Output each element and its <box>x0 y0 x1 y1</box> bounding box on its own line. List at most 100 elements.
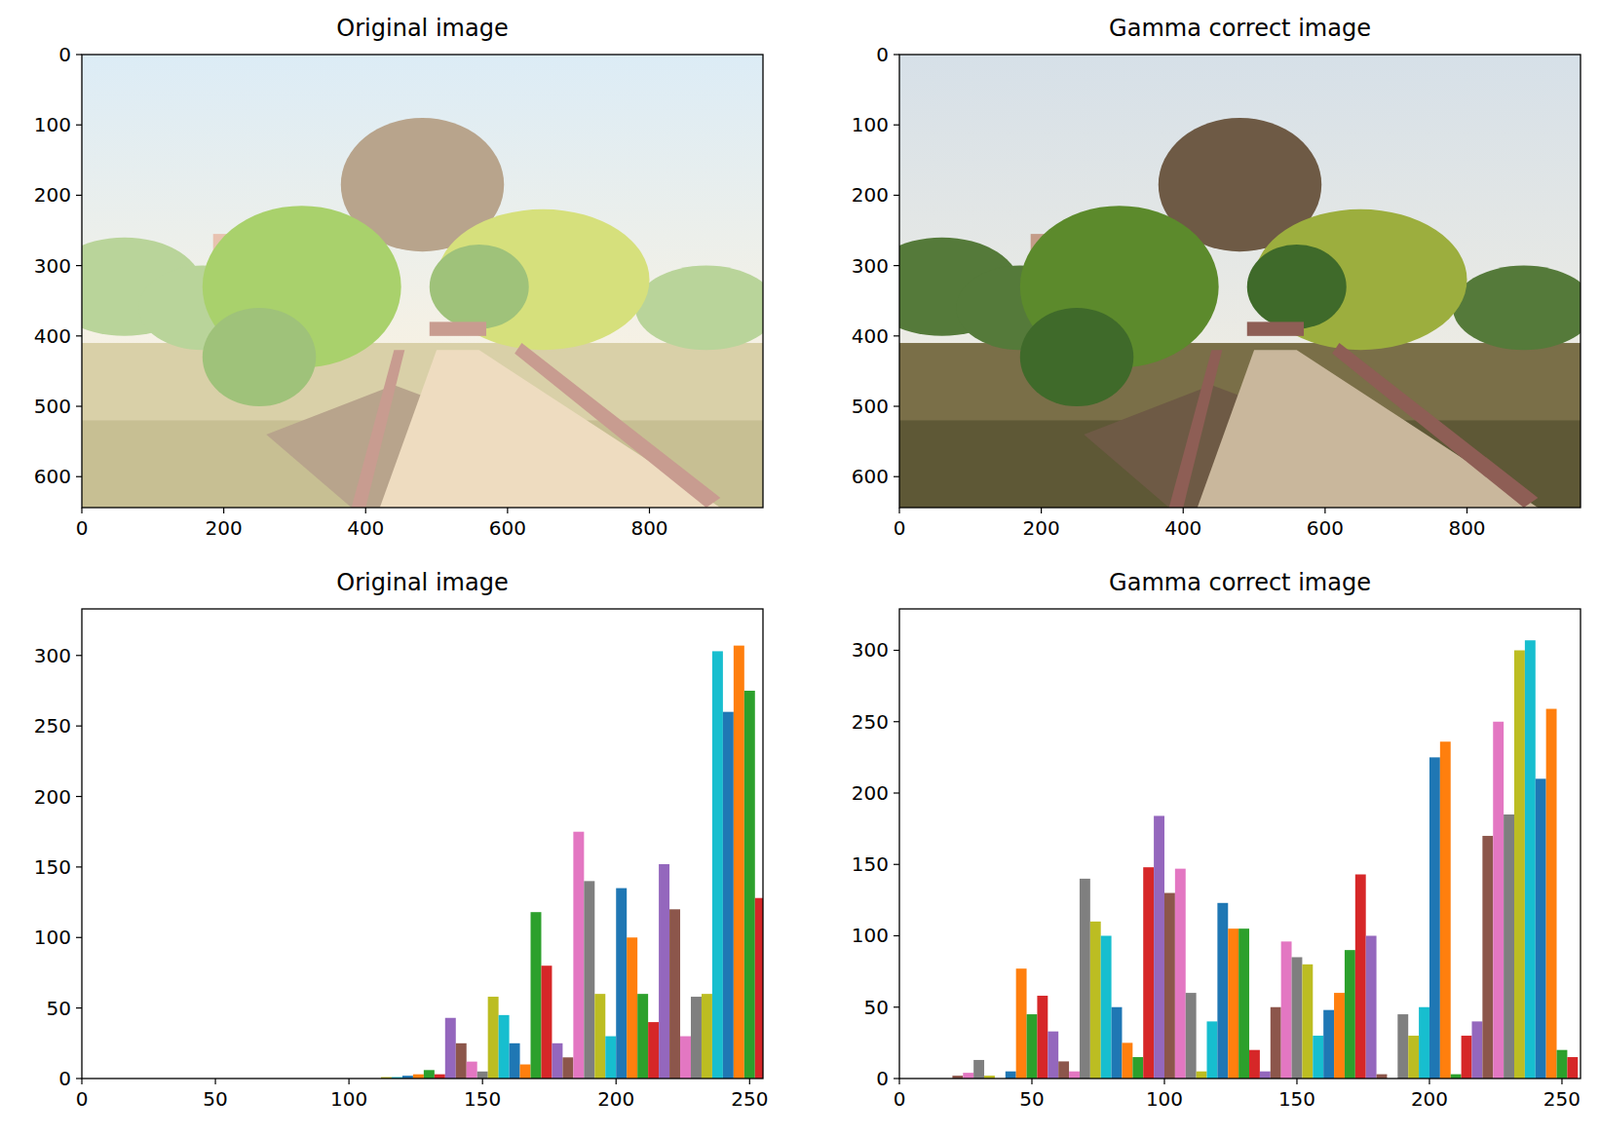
histogram-bar <box>1418 1007 1430 1079</box>
histogram-bar <box>1175 869 1186 1079</box>
histogram-bar <box>520 1065 532 1079</box>
histogram-bar <box>1312 1035 1324 1079</box>
histogram-bar <box>1270 1007 1282 1079</box>
y-tick-label: 0 <box>58 42 72 67</box>
histogram-bar <box>1217 903 1228 1079</box>
histogram-bar <box>1164 893 1176 1079</box>
histogram-bar <box>488 996 499 1079</box>
y-tick <box>76 866 82 868</box>
x-tick-label: 400 <box>1164 516 1202 540</box>
histogram-bar <box>647 1022 659 1079</box>
y-tick-label: 300 <box>851 254 889 278</box>
x-tick <box>898 1078 900 1085</box>
y-tick-label: 0 <box>58 1066 72 1091</box>
y-tick-label: 500 <box>34 394 72 419</box>
y-tick-label: 600 <box>851 464 889 489</box>
histogram-bar <box>1153 815 1165 1079</box>
plot-area <box>899 54 1581 508</box>
histogram-bar <box>637 993 648 1079</box>
histogram-bar <box>1514 649 1525 1079</box>
y-tick-label: 100 <box>851 923 889 948</box>
plot-area <box>81 54 763 508</box>
histogram-bar <box>615 888 627 1079</box>
x-tick-label: 200 <box>205 516 243 540</box>
x-tick <box>80 1078 82 1085</box>
histogram-bar <box>1344 950 1356 1079</box>
histogram-bar <box>1471 1021 1483 1079</box>
railing <box>1169 349 1223 508</box>
histogram-bar <box>733 646 745 1079</box>
histogram-bar <box>1249 1050 1260 1079</box>
histogram-bar <box>1482 836 1493 1079</box>
y-tick-label: 200 <box>34 183 72 207</box>
y-tick-label: 100 <box>851 113 889 137</box>
x-tick <box>1182 507 1184 514</box>
x-tick-label: 100 <box>330 1087 368 1111</box>
y-tick-label: 150 <box>34 855 72 879</box>
y-tick <box>76 937 82 939</box>
histogram-bar <box>1366 935 1377 1079</box>
plot-area <box>380 646 763 1079</box>
x-tick-label: 250 <box>730 1087 768 1111</box>
x-tick <box>898 507 900 514</box>
x-tick-label: 0 <box>76 516 89 540</box>
histogram-bar <box>1461 1035 1473 1079</box>
histogram-bar <box>701 993 713 1079</box>
histogram-bar <box>572 832 584 1079</box>
tree-middle <box>429 244 530 330</box>
y-tick <box>893 935 900 937</box>
y-tick <box>76 654 82 656</box>
histogram-bar <box>1196 1071 1208 1079</box>
histogram-bar <box>1238 928 1250 1079</box>
histogram-bar <box>1207 1021 1219 1079</box>
chart-title: Gamma correct image <box>1108 14 1372 42</box>
pavilion <box>429 321 487 336</box>
y-tick-label: 300 <box>851 638 889 662</box>
x-tick-label: 200 <box>1410 1087 1448 1111</box>
y-tick-label: 50 <box>864 995 889 1020</box>
x-tick-label: 0 <box>76 1087 89 1111</box>
y-tick-label: 250 <box>34 714 72 738</box>
x-tick <box>1561 1078 1562 1085</box>
x-tick <box>1163 1078 1165 1085</box>
x-tick <box>648 507 650 514</box>
tree-left-low <box>1020 307 1135 407</box>
y-tick <box>893 649 900 651</box>
histogram-bar <box>1323 1010 1334 1079</box>
y-tick <box>76 124 82 126</box>
y-tick-label: 250 <box>851 710 889 734</box>
x-tick-label: 800 <box>1447 516 1486 540</box>
histogram-bar <box>658 864 670 1079</box>
y-tick <box>893 476 900 478</box>
far-trees <box>635 266 763 351</box>
histogram-bar <box>466 1062 478 1079</box>
x-tick <box>348 1078 350 1085</box>
y-tick-label: 100 <box>34 925 72 950</box>
histogram-bar <box>594 993 606 1079</box>
histogram-bar <box>1121 1042 1133 1079</box>
histogram-bar <box>583 880 595 1079</box>
railing <box>351 349 406 508</box>
x-tick-label: 150 <box>463 1087 501 1111</box>
histogram-bar <box>423 1069 435 1079</box>
y-tick <box>76 725 82 727</box>
histogram-bar <box>1227 928 1239 1079</box>
y-tick <box>893 194 900 196</box>
histogram-bar <box>1111 1007 1123 1079</box>
histogram-bar <box>1016 968 1028 1079</box>
chart-title: Original image <box>336 14 508 42</box>
histogram-bar <box>1005 1071 1017 1079</box>
y-tick <box>76 265 82 267</box>
y-tick <box>893 265 900 267</box>
histogram-bar <box>1397 1014 1409 1079</box>
x-tick-label: 600 <box>1306 516 1344 540</box>
histogram-bar <box>1292 956 1303 1079</box>
y-tick-label: 200 <box>851 781 889 805</box>
histogram-bar <box>712 650 724 1079</box>
axes-frame <box>81 54 763 508</box>
y-tick-label: 0 <box>876 42 889 67</box>
histogram-bar <box>1333 992 1345 1079</box>
y-tick <box>76 1007 82 1009</box>
x-tick-label: 50 <box>202 1087 228 1111</box>
histogram-bar <box>1566 1057 1578 1079</box>
